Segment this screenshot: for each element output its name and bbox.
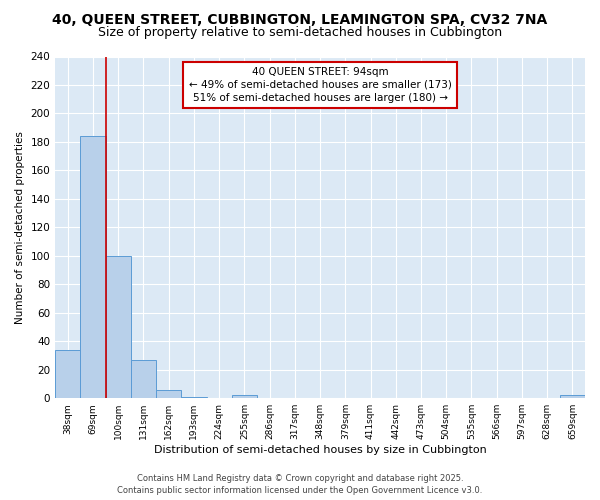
Bar <box>80 136 106 398</box>
Bar <box>106 256 131 398</box>
Text: 40, QUEEN STREET, CUBBINGTON, LEAMINGTON SPA, CV32 7NA: 40, QUEEN STREET, CUBBINGTON, LEAMINGTON… <box>52 12 548 26</box>
Bar <box>232 396 257 398</box>
Bar <box>560 396 585 398</box>
Bar <box>55 350 80 398</box>
Text: Contains HM Land Registry data © Crown copyright and database right 2025.
Contai: Contains HM Land Registry data © Crown c… <box>118 474 482 495</box>
Bar <box>156 390 181 398</box>
Bar <box>131 360 156 398</box>
Y-axis label: Number of semi-detached properties: Number of semi-detached properties <box>15 131 25 324</box>
Text: 40 QUEEN STREET: 94sqm
← 49% of semi-detached houses are smaller (173)
51% of se: 40 QUEEN STREET: 94sqm ← 49% of semi-det… <box>188 67 452 103</box>
X-axis label: Distribution of semi-detached houses by size in Cubbington: Distribution of semi-detached houses by … <box>154 445 487 455</box>
Text: Size of property relative to semi-detached houses in Cubbington: Size of property relative to semi-detach… <box>98 26 502 39</box>
Bar <box>181 397 206 398</box>
